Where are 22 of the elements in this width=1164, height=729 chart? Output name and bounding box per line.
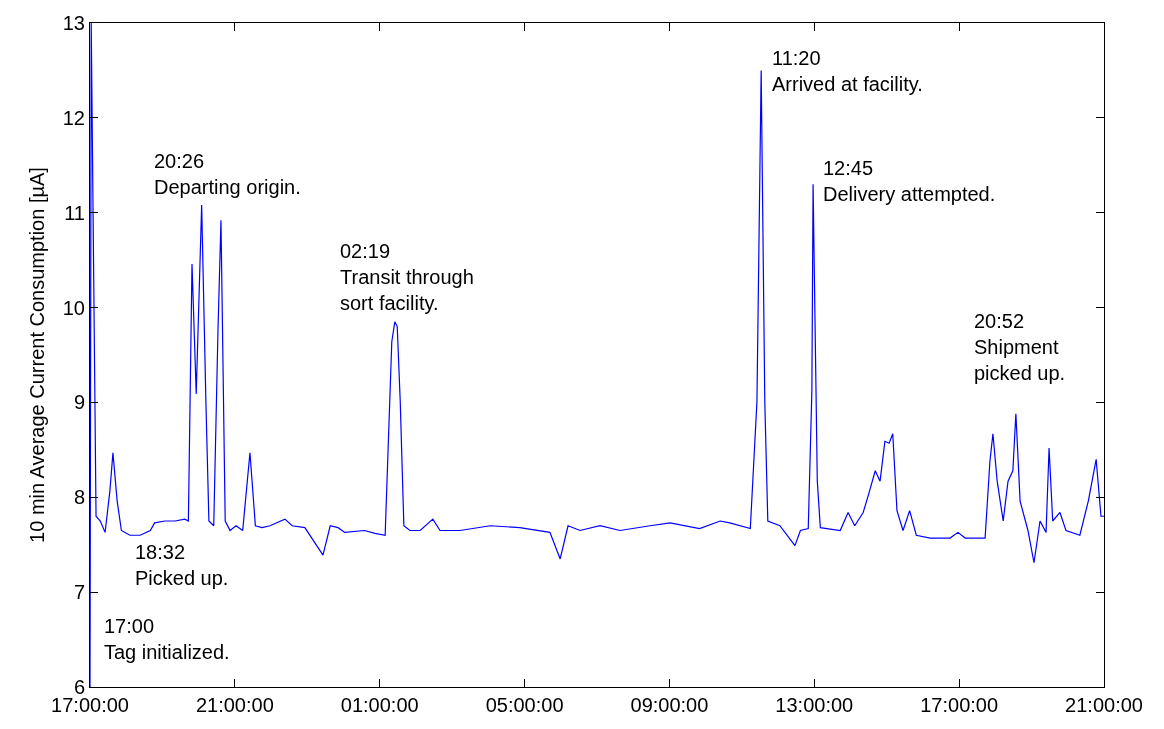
annotation: 12:45 Delivery attempted. — [823, 157, 996, 205]
y-tick-label: 13 — [62, 12, 85, 34]
y-tick-label: 9 — [73, 391, 85, 414]
y-tick-label: 12 — [62, 106, 85, 129]
y-tick-label: 11 — [64, 201, 85, 224]
annotation: 17:00 Tag initialized. — [104, 615, 230, 663]
annotation: 18:32 Picked up. — [135, 541, 229, 589]
annotation: 11:20 Arrived at facility. — [772, 47, 923, 95]
x-tick-label: 09:00:00 — [630, 694, 709, 716]
x-tick-label: 05:00:00 — [485, 694, 564, 716]
y-axis-title: 10 min Average Current Consumption [µA] — [26, 167, 49, 543]
annotation: 20:52 Shipment picked up. — [974, 310, 1066, 384]
annotation: 02:19 Transit through sort facility. — [340, 240, 474, 314]
x-tick-label: 21:00:00 — [195, 694, 274, 716]
x-tick-label: 17:00:00 — [920, 694, 999, 716]
y-tick-label: 8 — [73, 486, 85, 509]
x-tick-label: 13:00:00 — [775, 694, 854, 716]
x-tick-label: 21:00:00 — [1065, 694, 1143, 716]
x-tick-label: 01:00:00 — [340, 694, 419, 716]
annotation: 20:26 Departing origin. — [154, 150, 301, 198]
y-tick-label: 7 — [73, 581, 85, 604]
y-tick-label: 10 — [62, 296, 85, 319]
